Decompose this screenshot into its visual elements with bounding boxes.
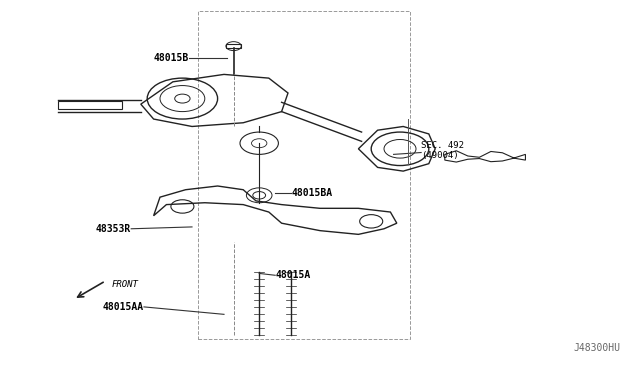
Text: 48015B: 48015B bbox=[154, 53, 189, 62]
Text: 48015BA: 48015BA bbox=[291, 189, 332, 198]
Text: FRONT: FRONT bbox=[112, 280, 139, 289]
Text: SEC. 492
(49004): SEC. 492 (49004) bbox=[421, 141, 464, 160]
Text: 48353R: 48353R bbox=[96, 224, 131, 234]
Text: 48015AA: 48015AA bbox=[103, 302, 144, 312]
Text: J48300HU: J48300HU bbox=[574, 343, 621, 353]
Text: 48015A: 48015A bbox=[275, 270, 310, 280]
